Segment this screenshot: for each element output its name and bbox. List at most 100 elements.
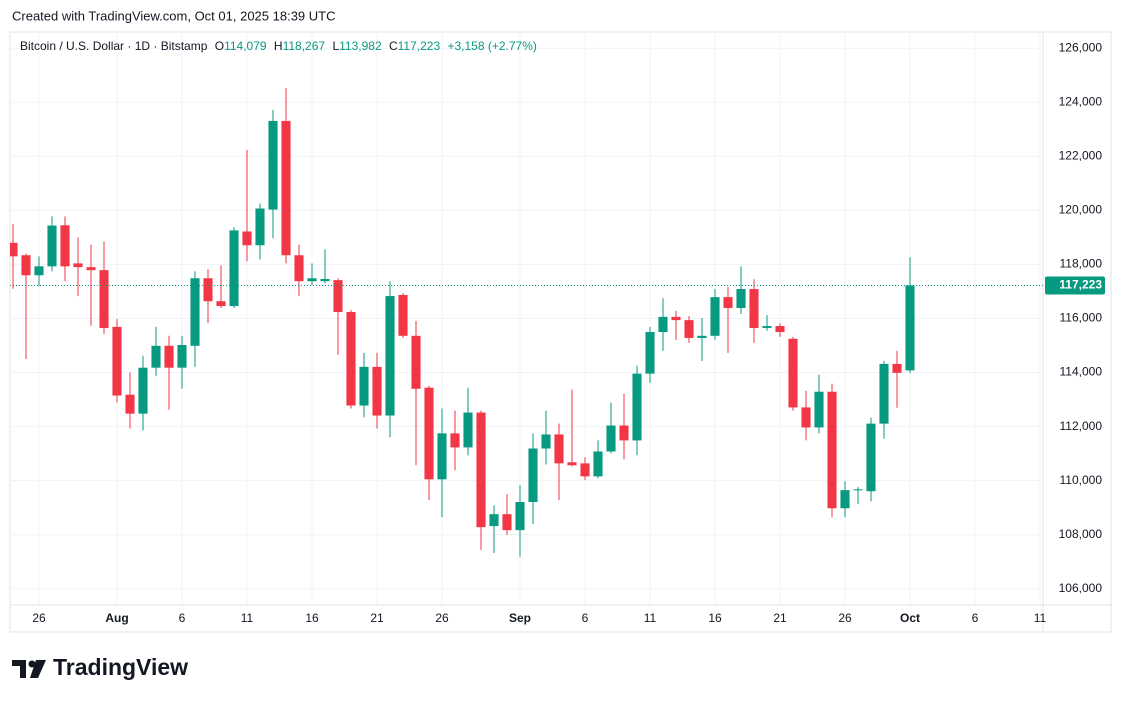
candle-body [151, 345, 161, 368]
x-tick-label: 11 [241, 611, 254, 625]
candle-body [593, 451, 603, 477]
candle-body [112, 326, 122, 396]
low-label: L [332, 39, 339, 53]
candle-body [203, 278, 213, 302]
candle-body [359, 366, 369, 406]
x-tick-label: 16 [708, 611, 722, 625]
candle-body [515, 502, 525, 531]
candle-body [99, 270, 109, 328]
y-tick-label: 122,000 [1059, 149, 1103, 163]
candle-body [697, 335, 707, 338]
candle-body [476, 412, 486, 528]
y-tick-label: 110,000 [1060, 473, 1103, 487]
candle-body [10, 242, 18, 257]
candle-body [866, 423, 876, 492]
candle-body [671, 316, 681, 321]
close-value: 117,223 [398, 39, 441, 53]
candle-body [437, 433, 447, 480]
candle-body [853, 489, 863, 491]
grid [10, 32, 1043, 605]
created-note: Created with TradingView.com, Oct 01, 20… [12, 8, 335, 23]
candle-body [840, 490, 850, 509]
last-price-label: 117,223 [1059, 278, 1102, 292]
candle-body [463, 412, 473, 448]
low-value: 113,982 [339, 39, 382, 53]
logo-mark [12, 660, 26, 678]
candle-body [138, 367, 148, 414]
candle-body [736, 289, 746, 308]
candle-body [281, 120, 291, 256]
candle-body [814, 391, 824, 428]
x-tick-label: 21 [773, 611, 787, 625]
candle-body [294, 255, 304, 282]
candle-body [710, 297, 720, 336]
candle-body [372, 366, 382, 416]
candle-body [164, 345, 174, 368]
candle-body [86, 267, 96, 271]
candle-body [528, 448, 538, 503]
logo-slash [30, 660, 46, 678]
candle-body [450, 433, 460, 448]
candle-body [398, 294, 408, 336]
candle-body [190, 278, 200, 346]
x-tick-label: 11 [1034, 611, 1047, 625]
close-label: C [389, 39, 398, 53]
x-tick-label: 21 [370, 611, 384, 625]
x-tick-label: Sep [509, 611, 531, 625]
candle-body [424, 387, 434, 480]
candle-body [47, 225, 57, 267]
logo-dot [28, 660, 36, 668]
candle-body [385, 296, 395, 416]
x-tick-label: 6 [582, 611, 589, 625]
candle-body [580, 463, 590, 477]
candle-body [827, 391, 837, 509]
candle-body [307, 278, 317, 282]
brand-name: TradingView [53, 654, 188, 680]
candle-body [73, 263, 83, 268]
candle-body [320, 279, 330, 282]
high-value: 118,267 [283, 39, 326, 53]
axes: 106,000 108,000 110,000 112,000 114,000 116,0… [32, 40, 1105, 625]
candle-body [333, 280, 343, 313]
candle-body [567, 462, 577, 466]
candle-body [125, 394, 135, 414]
candle-body [502, 514, 512, 531]
candle-body [177, 344, 187, 368]
y-tick-label: 114,000 [1060, 365, 1103, 379]
candle-body [60, 225, 70, 267]
x-tick-label: Oct [900, 611, 920, 625]
candle-body [619, 425, 629, 441]
x-tick-label: 26 [838, 611, 852, 625]
y-tick-label: 116,000 [1060, 311, 1103, 325]
candle-body [216, 301, 226, 307]
x-tick-label: 6 [972, 611, 979, 625]
candle-body [645, 332, 655, 374]
candle-body [775, 326, 785, 333]
candle-body [606, 425, 616, 452]
y-tick-label: 120,000 [1059, 203, 1103, 217]
candle-body [229, 230, 239, 307]
candle-body [684, 320, 694, 338]
candle-body [21, 255, 31, 276]
candle-body [541, 434, 551, 449]
candle-body [489, 514, 499, 527]
change-value: +3,158 (+2.77%) [447, 39, 536, 53]
candle-body [801, 407, 811, 428]
x-tick-label: 16 [305, 611, 319, 625]
y-tick-label: 124,000 [1059, 94, 1103, 108]
y-tick-label: 106,000 [1059, 581, 1103, 595]
candle-body [411, 335, 421, 389]
candle-body [255, 208, 265, 246]
x-tick-label: 26 [32, 611, 46, 625]
y-tick-label: 126,000 [1059, 40, 1103, 54]
candle-body [554, 434, 564, 464]
plot [10, 87, 1043, 557]
candle-body [632, 373, 642, 441]
last-price-badge [1045, 276, 1105, 295]
x-tick-label: Aug [105, 611, 128, 625]
candle-body [905, 285, 915, 371]
y-tick-label: 112,000 [1060, 419, 1103, 433]
x-tick-label: 11 [644, 611, 657, 625]
candle-body [892, 363, 902, 373]
